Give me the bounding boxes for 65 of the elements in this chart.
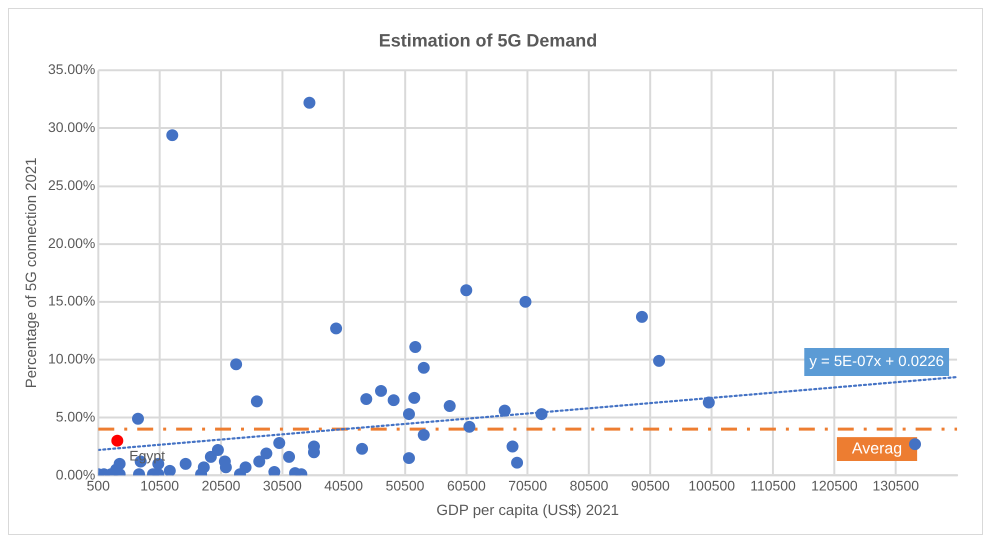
point	[653, 354, 666, 367]
point	[111, 434, 124, 447]
x-tick-label: 120500	[811, 478, 858, 494]
point	[303, 96, 316, 109]
point	[402, 408, 415, 420]
point	[418, 428, 430, 441]
y-axis-title: Percentage of 5G connection 2021	[23, 158, 40, 388]
y-tick-label: 0.00%	[56, 466, 96, 482]
point	[498, 404, 511, 417]
point	[418, 362, 430, 374]
y-tick-label: 5.00%	[56, 408, 96, 424]
x-tick-label: 70500	[508, 478, 548, 494]
point	[536, 408, 548, 420]
x-tick-label: 90500	[630, 478, 670, 494]
x-tick-label: 110500	[750, 478, 796, 494]
point	[283, 450, 296, 463]
point	[164, 464, 176, 476]
x-tick-label: 40500	[324, 478, 364, 494]
x-tick-label: 10500	[140, 478, 180, 494]
point	[636, 310, 648, 323]
point	[511, 456, 524, 469]
ref-line-label: Averag	[852, 440, 902, 458]
point	[230, 358, 242, 370]
point	[166, 129, 178, 142]
y-tick-label: 30.00%	[48, 119, 96, 136]
y-tick-label: 10.00%	[48, 350, 96, 367]
point	[702, 396, 715, 408]
point	[409, 340, 422, 353]
x-tick-label: 30500	[262, 478, 302, 494]
point	[402, 452, 415, 464]
point	[360, 393, 372, 406]
x-tick-label: 50500	[386, 478, 425, 494]
point	[253, 456, 266, 468]
point	[212, 444, 224, 456]
y-tick-label: 25.00%	[48, 176, 96, 193]
point	[260, 447, 272, 460]
x-axis-title: GDP per capita (US$) 2021	[436, 502, 619, 520]
point	[132, 412, 144, 425]
point	[506, 440, 519, 452]
point	[268, 466, 280, 476]
x-tick-label: 130500	[872, 478, 920, 494]
point	[204, 450, 217, 463]
point	[273, 437, 286, 449]
point	[180, 458, 192, 470]
point	[375, 384, 387, 397]
point	[463, 420, 476, 433]
point	[356, 442, 368, 455]
point	[408, 392, 420, 404]
x-tick-label: 20500	[202, 478, 241, 494]
y-tick-label: 15.00%	[48, 292, 96, 309]
x-tick-label: 100500	[688, 478, 736, 494]
annotation: y = 5E-07x + 0.0226	[809, 353, 944, 370]
x-tick-label: 80500	[570, 478, 609, 494]
y-tick-label: 20.00%	[48, 234, 96, 251]
point	[388, 394, 400, 406]
series-label: Egypt	[129, 448, 166, 464]
x-tick-label: 60500	[446, 478, 486, 494]
point	[444, 400, 456, 412]
point	[909, 438, 922, 450]
point	[250, 395, 263, 408]
y-tick-label: 35.00%	[48, 61, 96, 78]
point	[519, 296, 532, 308]
point	[330, 322, 342, 334]
point	[460, 284, 472, 296]
chart-title: Estimation of 5G Demand	[378, 30, 598, 51]
